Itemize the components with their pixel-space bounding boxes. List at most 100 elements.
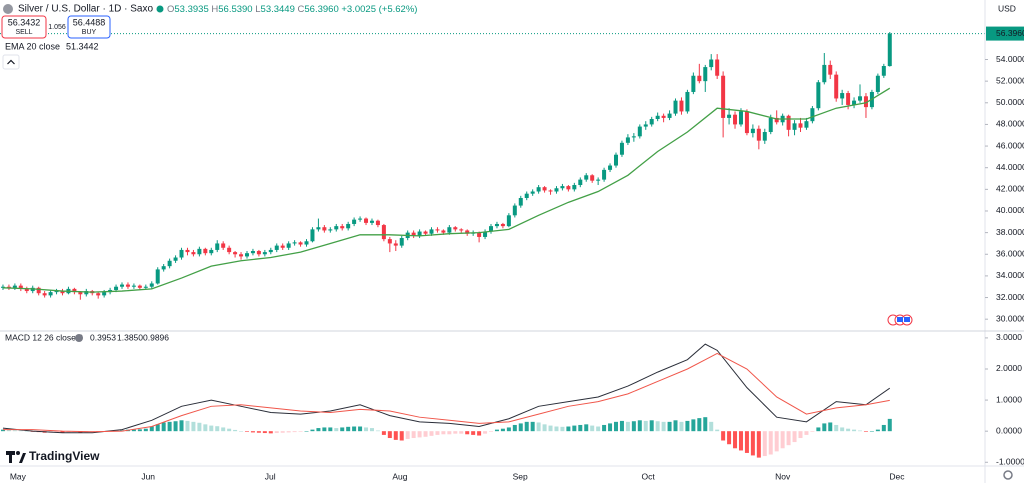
- histogram-bar: [780, 431, 785, 449]
- histogram-bar: [453, 431, 458, 434]
- histogram-bar: [179, 420, 184, 432]
- histogram-bar: [465, 431, 470, 435]
- collapse-chevron: [7, 59, 15, 65]
- candle-body: [316, 227, 321, 230]
- candle-body: [852, 100, 857, 105]
- y-tick-label: 36.0000: [996, 249, 1024, 259]
- candle-body: [393, 243, 398, 246]
- x-tick-label: Dec: [889, 471, 905, 481]
- candle-body: [465, 230, 470, 234]
- symbol-title: Silver / U.S. Dollar · 1D · Saxo: [18, 4, 153, 15]
- candle-body: [369, 220, 374, 223]
- candle-body: [840, 93, 845, 99]
- histogram-bar: [887, 418, 892, 432]
- collapse-button[interactable]: [2, 54, 20, 70]
- candle-body: [120, 284, 125, 287]
- event-flag: [904, 317, 910, 322]
- x-tick-label: Nov: [775, 471, 791, 481]
- histogram-bar: [840, 427, 845, 432]
- histogram-bar: [834, 424, 839, 432]
- macd-legend-name: MACD 12 26 close 9: [5, 332, 83, 342]
- brand[interactable]: TradingView: [6, 449, 100, 463]
- candle-body: [352, 219, 357, 224]
- histogram-bar: [649, 420, 654, 432]
- candle-body: [804, 121, 809, 128]
- candle-body: [631, 136, 636, 138]
- histogram-bar: [149, 426, 154, 432]
- candle-body: [286, 243, 291, 248]
- candle-body: [447, 227, 452, 233]
- histogram-bar: [215, 426, 220, 432]
- histogram-bar: [304, 431, 309, 432]
- brand-logo: [6, 451, 15, 463]
- y-tick-label: 3.0000: [996, 332, 1022, 342]
- histogram-bar: [667, 421, 672, 432]
- histogram-bar: [447, 431, 452, 435]
- collapse-box[interactable]: [2, 54, 20, 70]
- candle-body: [161, 266, 166, 270]
- y-tick-label: 0.0000: [996, 425, 1022, 435]
- candle-body: [322, 227, 327, 231]
- histogram-bar: [512, 424, 517, 432]
- last-price-box: [986, 26, 1024, 41]
- candle-body: [340, 226, 345, 229]
- histogram-bar: [429, 431, 434, 436]
- candle-body: [816, 82, 821, 109]
- candle-body: [298, 242, 303, 245]
- event-flag: [897, 317, 903, 322]
- macd-legend-value: 0.9896: [143, 332, 169, 342]
- y-tick-label: -1.0000: [996, 457, 1024, 467]
- candle-body: [858, 96, 863, 101]
- brand-name: TradingView: [29, 449, 100, 463]
- candle-body: [643, 124, 648, 127]
- macd-legend-value: 0.3953: [90, 332, 116, 342]
- histogram-bar: [536, 422, 541, 432]
- event-icons[interactable]: [887, 314, 913, 326]
- ohlc-key: O: [167, 4, 174, 15]
- candle-body: [846, 93, 851, 105]
- buy-button[interactable]: 56.4488 BUY: [67, 15, 111, 39]
- candle-body: [548, 190, 553, 192]
- candle-body: [834, 74, 839, 99]
- candle-body: [685, 91, 690, 112]
- histogram-bar: [411, 431, 416, 439]
- ohlc-key: C: [298, 4, 305, 15]
- sell-box[interactable]: [1, 15, 47, 39]
- histogram-bar: [328, 427, 333, 432]
- macd-settings-icon[interactable]: [75, 334, 83, 342]
- candle-body: [875, 75, 880, 92]
- candle-body: [518, 198, 523, 206]
- histogram-bar: [358, 426, 363, 432]
- histogram-bar: [191, 421, 196, 432]
- candle-body: [512, 205, 517, 216]
- histogram-bar: [881, 424, 886, 432]
- candle-body: [703, 67, 708, 82]
- sell-price: 56.3432: [8, 17, 41, 27]
- candle-body: [494, 223, 499, 227]
- candle-body: [578, 179, 583, 186]
- candle-body: [524, 193, 529, 198]
- candle-body: [596, 179, 601, 181]
- candle-body: [602, 169, 607, 180]
- candle-body: [798, 123, 803, 128]
- candle-body: [125, 284, 130, 287]
- candle-body: [637, 126, 642, 137]
- candle-body: [48, 292, 53, 296]
- candle-body: [72, 288, 77, 293]
- y-tick-label: 44.0000: [996, 162, 1024, 172]
- candle-body: [310, 229, 315, 242]
- histogram-bar: [262, 431, 267, 434]
- settings-icon[interactable]: [1003, 470, 1013, 480]
- buy-box[interactable]: [67, 15, 111, 39]
- y-tick-label: 34.0000: [996, 270, 1024, 280]
- histogram-bar: [500, 428, 505, 432]
- histogram-bar: [292, 431, 297, 433]
- histogram-bar: [762, 431, 767, 457]
- histogram-bar: [572, 425, 577, 432]
- candle-body: [221, 243, 226, 248]
- histogram-bar: [661, 421, 666, 432]
- histogram-bar: [12, 430, 17, 432]
- histogram-bar: [679, 421, 684, 432]
- candle-body: [733, 114, 738, 125]
- sell-button[interactable]: 56.3432 SELL: [1, 15, 47, 39]
